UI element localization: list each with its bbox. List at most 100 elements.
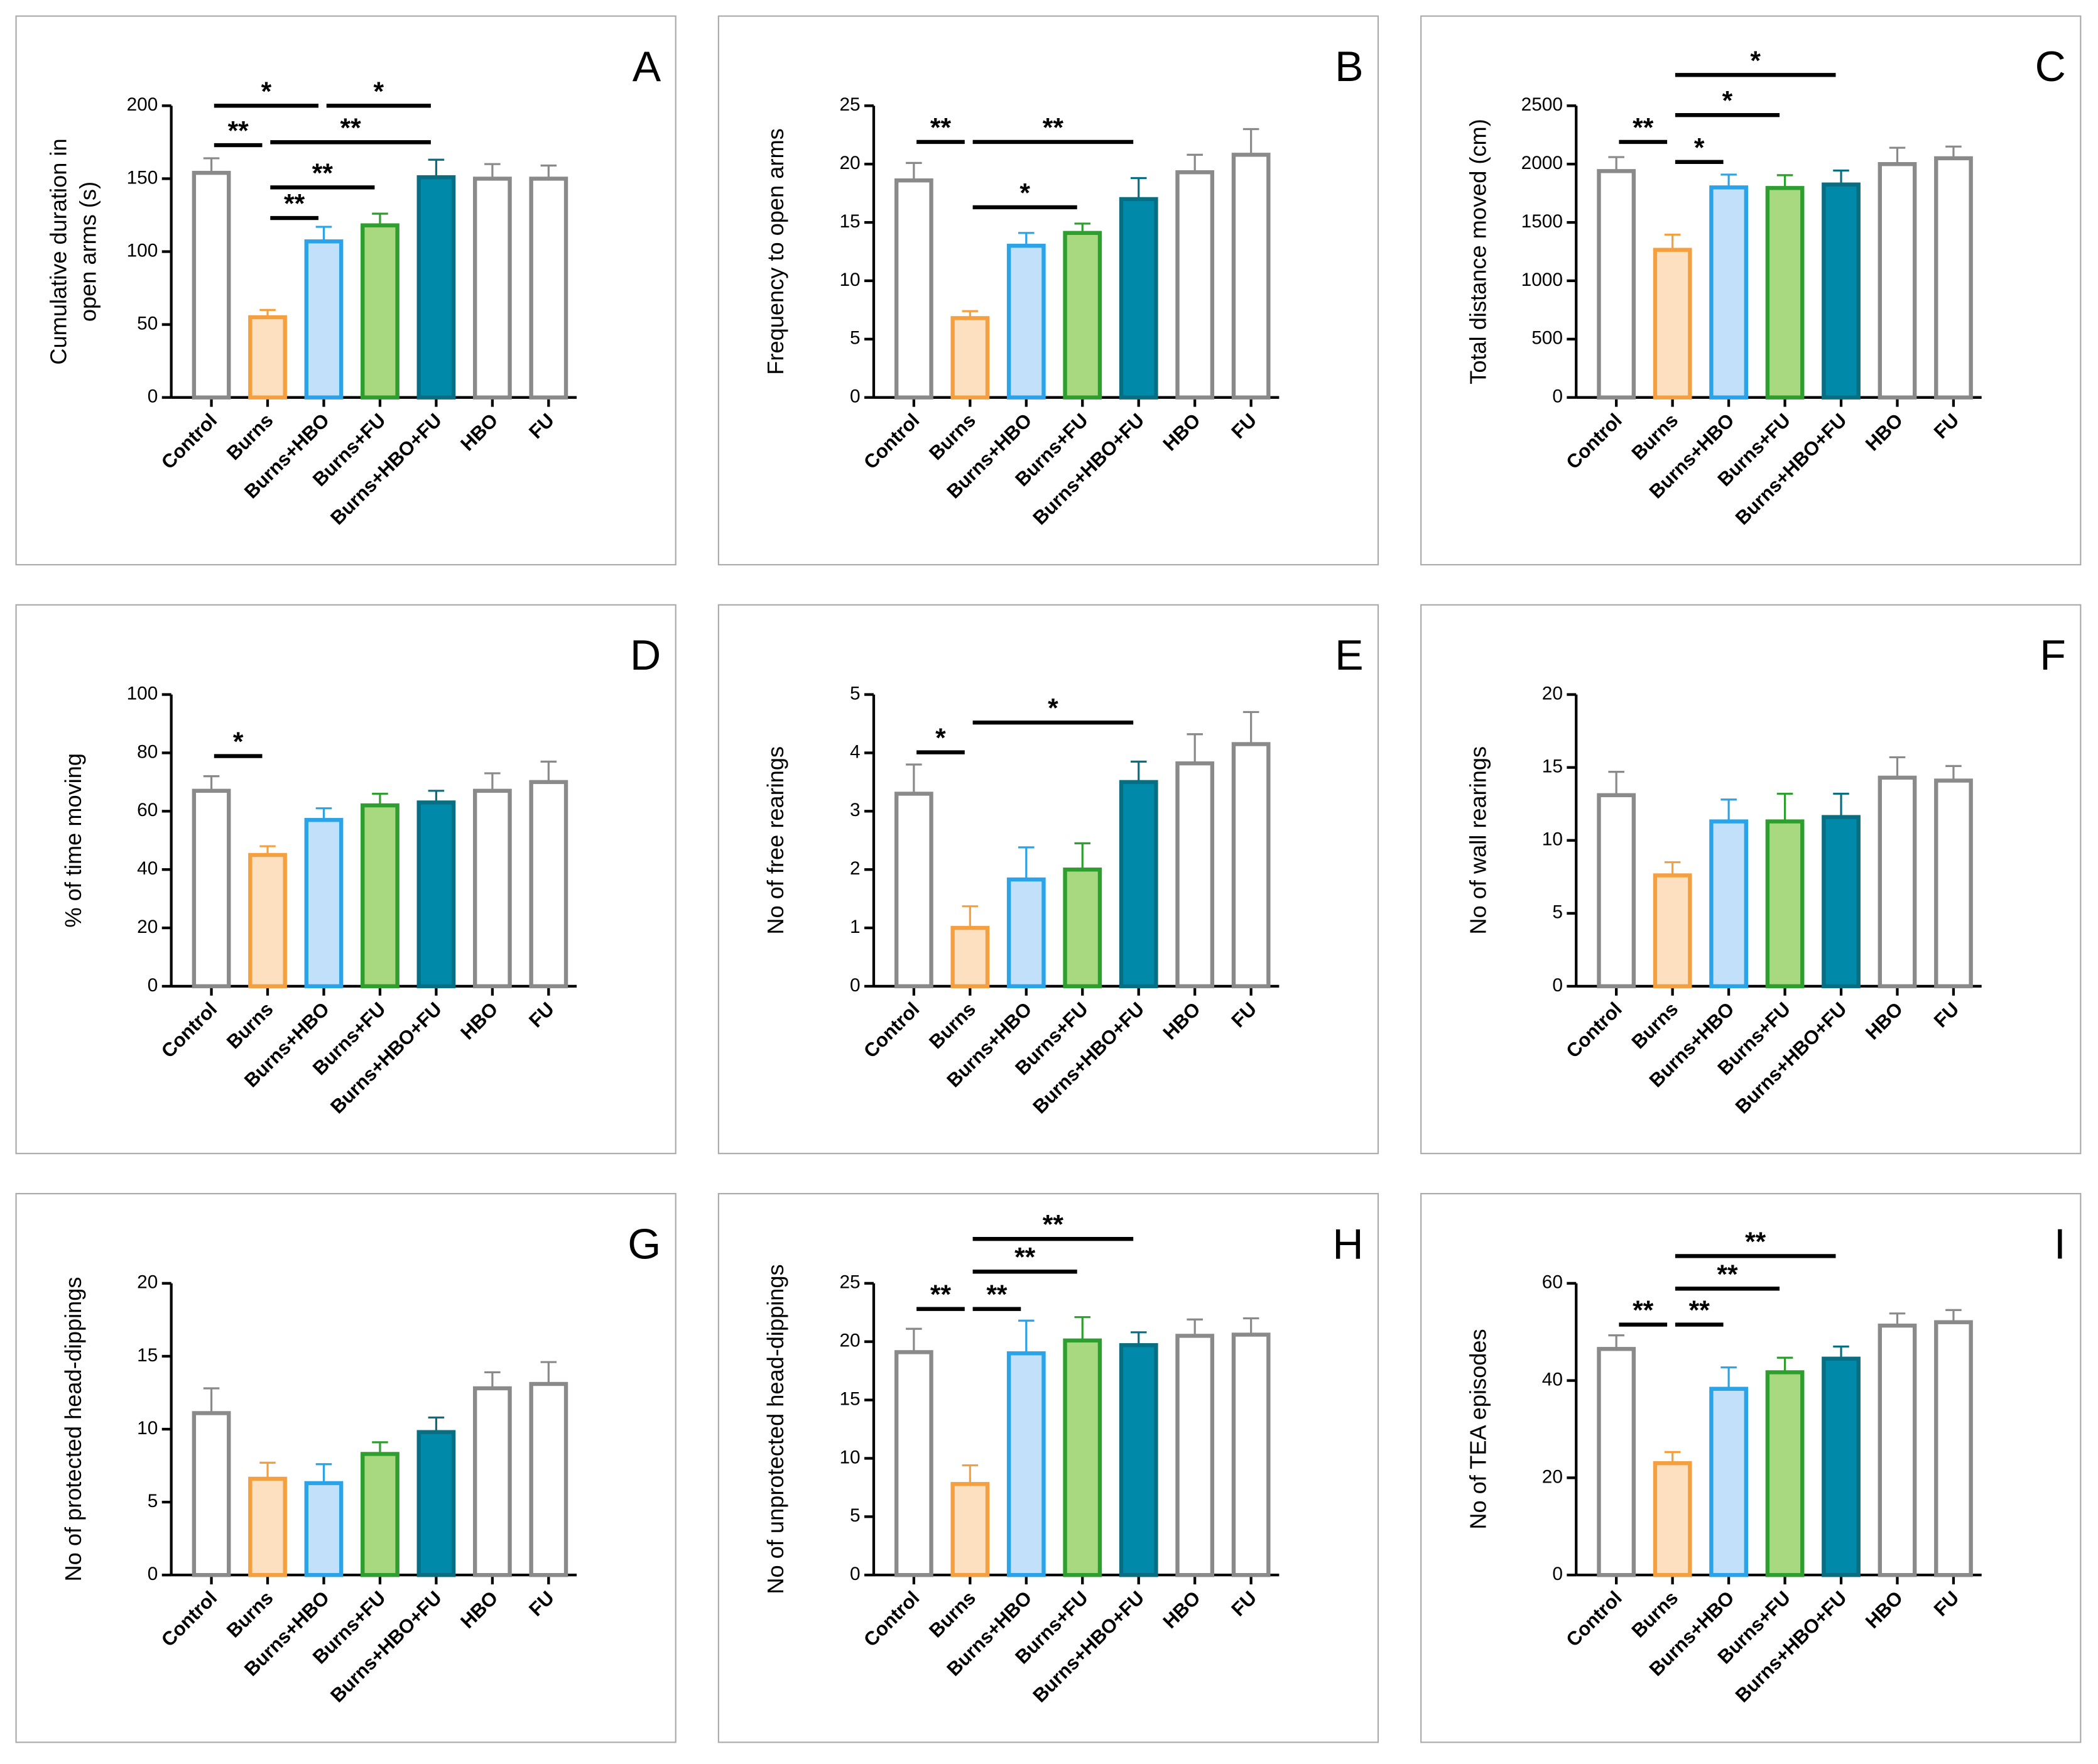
y-tick-label: 2500 (1521, 94, 1563, 115)
bar (1878, 1323, 1917, 1577)
y-tick-label: 100 (127, 240, 158, 261)
x-tick-label: Control (157, 409, 221, 473)
bar (529, 177, 568, 400)
y-tick-label: 2 (850, 858, 861, 879)
panel-letter: G (628, 1220, 661, 1268)
bar (894, 792, 933, 989)
x-tick-label: FU (1227, 409, 1261, 443)
bar (1822, 1356, 1861, 1577)
y-tick-label: 40 (1542, 1369, 1563, 1390)
y-tick-label: 1000 (1521, 270, 1563, 290)
x-tick-label: HBO (1159, 1587, 1205, 1633)
significance-label: ** (228, 116, 249, 146)
x-tick-label: HBO (456, 998, 502, 1043)
bar (361, 223, 399, 400)
bar (416, 1430, 456, 1577)
y-axis-label: Total distance moved (cm) (1465, 119, 1491, 384)
significance-label: ** (284, 189, 305, 219)
bar (1765, 186, 1805, 400)
panel-frame (1420, 15, 2082, 566)
y-tick-label: 0 (850, 975, 861, 996)
bar (1175, 170, 1215, 400)
bar (192, 788, 231, 989)
x-tick-label: FU (1930, 998, 1964, 1032)
x-tick-label: Control (859, 1587, 923, 1651)
y-tick-label: 200 (127, 94, 158, 115)
bar (304, 1481, 344, 1577)
y-axis-label: open arms (s) (75, 182, 101, 322)
significance-label: ** (312, 158, 334, 188)
y-tick-label: 20 (137, 1272, 158, 1293)
x-tick-label: FU (524, 998, 558, 1032)
bar (1653, 873, 1692, 989)
bar (1709, 819, 1748, 989)
bar (192, 170, 231, 400)
y-tick-label: 10 (839, 270, 860, 290)
y-tick-label: 0 (1552, 1564, 1563, 1584)
y-tick-label: 60 (1542, 1272, 1563, 1293)
panel-letter: C (2035, 43, 2066, 90)
panel-frame (15, 15, 677, 566)
panel-frame (15, 1193, 677, 1743)
x-tick-label: FU (1227, 1587, 1261, 1621)
x-tick-label: Control (1562, 409, 1626, 473)
bar (1063, 867, 1102, 989)
significance-label: * (261, 77, 272, 107)
y-axis-label: Cumulative duration in (45, 138, 71, 364)
panel-frame (1420, 604, 2082, 1155)
significance-label: ** (340, 113, 362, 143)
x-tick-label: Control (157, 998, 221, 1062)
x-tick-label: Control (859, 409, 923, 473)
bar (950, 1482, 990, 1577)
significance-label: ** (1043, 1210, 1064, 1240)
bar (1063, 231, 1102, 400)
bar (1231, 153, 1271, 400)
y-tick-label: 5 (850, 683, 861, 704)
x-tick-label: HBO (1861, 998, 1907, 1043)
bar (1878, 162, 1917, 400)
bar (1765, 819, 1805, 989)
x-tick-label: Burns (1627, 1587, 1682, 1642)
y-tick-label: 3 (850, 800, 861, 820)
x-tick-label: FU (524, 1587, 558, 1621)
bar (1006, 877, 1046, 989)
significance-label: * (935, 723, 946, 753)
panel-frame (1420, 1193, 2082, 1743)
y-axis-label: No of protected head-dippings (60, 1277, 86, 1581)
x-tick-label: Burns (925, 1587, 980, 1642)
bar (472, 788, 512, 989)
y-tick-label: 4 (850, 741, 861, 762)
x-tick-label: FU (1930, 1587, 1964, 1621)
panel-frame (717, 1193, 1379, 1743)
panel-letter: E (1335, 631, 1363, 679)
bar (304, 239, 344, 400)
y-tick-label: 500 (1531, 328, 1563, 349)
y-tick-label: 0 (850, 386, 861, 407)
significance-label: ** (986, 1280, 1008, 1310)
bar (1653, 1461, 1692, 1577)
y-tick-label: 15 (137, 1345, 158, 1366)
y-tick-label: 5 (850, 1505, 861, 1526)
panel-letter: H (1332, 1220, 1363, 1268)
y-axis-label: No of free rearings (763, 746, 788, 935)
x-tick-label: Control (1562, 998, 1626, 1062)
bar (1934, 156, 1973, 400)
bar (1006, 244, 1046, 400)
significance-label: * (1750, 46, 1761, 76)
x-tick-label: HBO (456, 409, 502, 455)
x-tick-label: Burns (222, 409, 278, 464)
x-tick-label: Control (859, 998, 923, 1062)
bar (416, 175, 456, 400)
bar (1597, 793, 1636, 989)
significance-label: * (1722, 86, 1733, 116)
y-tick-label: 5 (850, 328, 861, 349)
y-tick-label: 10 (1542, 829, 1563, 850)
bar (472, 1386, 512, 1577)
bar (1119, 780, 1158, 989)
bar (1653, 248, 1692, 400)
